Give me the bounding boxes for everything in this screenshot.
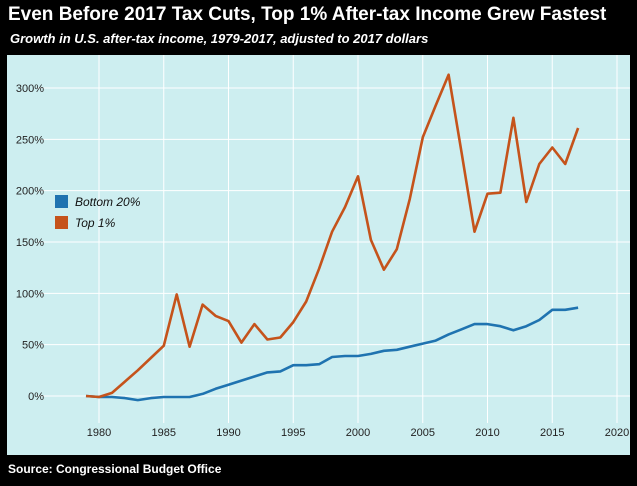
legend-swatch-bottom-20 [55,195,68,208]
y-tick-label: 50% [22,340,44,352]
legend: Bottom 20% Top 1% [55,195,141,230]
y-tick-label: 150% [16,237,44,249]
y-tick-label: 200% [16,186,44,198]
source-note: Source: Congressional Budget Office [8,462,222,476]
series-line-bottom-20 [85,306,579,402]
y-axis-ticks: 0% 50% 100% 150% 200% 250% 300% [16,83,44,403]
series-lines [85,73,580,402]
x-tick-label: 2015 [540,427,564,439]
x-tick-label: 1990 [216,427,240,439]
legend-label-bottom-20: Bottom 20% [75,195,141,209]
x-tick-label: 1980 [87,427,111,439]
y-tick-label: 300% [16,83,44,95]
x-tick-label: 2010 [475,427,499,439]
gridlines [37,55,630,423]
x-axis-ticks: 1980 1985 1990 1995 2000 2005 2010 2015 2020 [87,427,629,439]
x-tick-label: 1995 [281,427,305,439]
x-tick-label: 2005 [411,427,435,439]
y-tick-label: 0% [28,391,44,403]
line-chart: 0%50%100%150%200%250%300% 1980 1985 1990 19… [7,55,630,455]
series-line-top-1 [85,73,580,399]
chart-title: Even Before 2017 Tax Cuts, Top 1% After-… [8,4,607,25]
chart-subtitle: Growth in U.S. after-tax income, 1979-20… [10,31,429,46]
legend-label-top-1: Top 1% [75,216,116,230]
x-tick-label: 2000 [346,427,370,439]
y-tick-label: 100% [16,288,44,300]
x-tick-label: 2020 [605,427,629,439]
y-tick-label: 250% [16,134,44,146]
x-tick-label: 1985 [152,427,176,439]
plot-background [7,55,630,455]
legend-swatch-top-1 [55,216,68,229]
